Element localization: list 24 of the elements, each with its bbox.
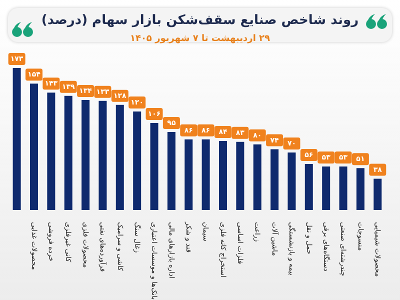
bar (98, 100, 107, 210)
bar (133, 112, 142, 210)
bar (288, 152, 296, 210)
bar (218, 141, 227, 210)
bar (30, 84, 38, 210)
bar (167, 132, 176, 210)
bar (339, 166, 348, 210)
bar (270, 149, 279, 210)
bar (82, 100, 90, 210)
bar (356, 168, 364, 210)
bar (12, 68, 21, 210)
bar (374, 178, 382, 210)
bar (116, 104, 124, 210)
bar (150, 122, 158, 210)
chart-subtitle: ۲۹ اردیبهشت تا ۷ شهریور ۱۴۰۵ (128, 34, 272, 44)
bar (236, 142, 244, 210)
bar (322, 166, 330, 210)
chart-title: روند شاخص صنایع سقف‌شکن بازار سهام (درصد) (40, 13, 360, 28)
bar (304, 164, 313, 210)
bar (47, 92, 56, 210)
bar (64, 96, 72, 210)
bar (184, 139, 193, 210)
bar (253, 144, 262, 210)
bar (202, 139, 210, 210)
